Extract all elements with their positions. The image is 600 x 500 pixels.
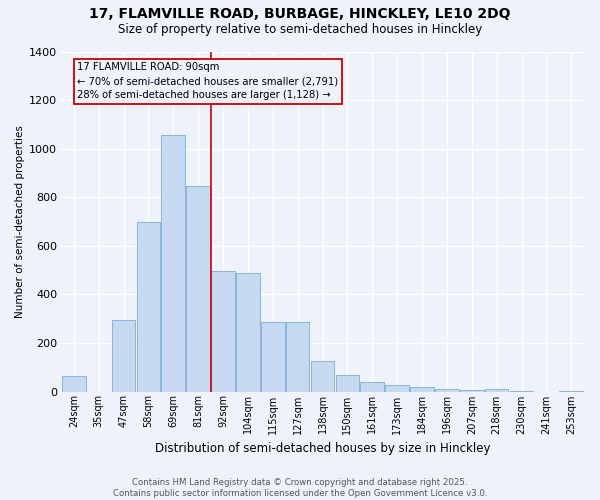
Bar: [112, 320, 136, 392]
Text: Contains HM Land Registry data © Crown copyright and database right 2025.
Contai: Contains HM Land Registry data © Crown c…: [113, 478, 487, 498]
Bar: [435, 389, 459, 392]
Bar: [559, 391, 583, 392]
Bar: [187, 186, 210, 392]
Bar: [311, 361, 334, 392]
Bar: [460, 390, 484, 392]
Bar: [236, 272, 260, 392]
Bar: [286, 322, 310, 392]
Bar: [361, 382, 384, 392]
Bar: [161, 136, 185, 392]
Bar: [385, 386, 409, 392]
Y-axis label: Number of semi-detached properties: Number of semi-detached properties: [15, 125, 25, 318]
Bar: [261, 322, 284, 392]
Bar: [335, 374, 359, 392]
Text: Size of property relative to semi-detached houses in Hinckley: Size of property relative to semi-detach…: [118, 22, 482, 36]
Bar: [137, 222, 160, 392]
Bar: [510, 391, 533, 392]
Text: 17, FLAMVILLE ROAD, BURBAGE, HINCKLEY, LE10 2DQ: 17, FLAMVILLE ROAD, BURBAGE, HINCKLEY, L…: [89, 8, 511, 22]
Bar: [410, 386, 434, 392]
X-axis label: Distribution of semi-detached houses by size in Hinckley: Distribution of semi-detached houses by …: [155, 442, 490, 455]
Bar: [485, 389, 508, 392]
Bar: [62, 376, 86, 392]
Bar: [211, 272, 235, 392]
Text: 17 FLAMVILLE ROAD: 90sqm
← 70% of semi-detached houses are smaller (2,791)
28% o: 17 FLAMVILLE ROAD: 90sqm ← 70% of semi-d…: [77, 62, 338, 100]
